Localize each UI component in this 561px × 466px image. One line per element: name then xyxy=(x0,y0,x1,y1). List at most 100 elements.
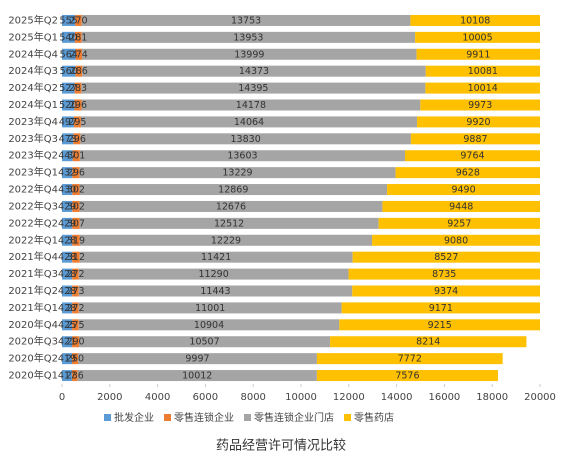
data-label: 272 xyxy=(66,269,84,280)
bar-segment xyxy=(62,268,73,280)
y-tick-label: 2022年Q2 xyxy=(8,216,58,229)
bar-segment xyxy=(79,251,353,263)
bar-segment xyxy=(352,285,540,297)
data-label: 275 xyxy=(66,320,84,331)
data-label: 447 xyxy=(58,151,76,162)
y-tick-label: 2022年Q4 xyxy=(8,183,58,196)
data-label: 13999 xyxy=(234,49,264,60)
bar-segment xyxy=(78,268,349,280)
data-label: 12676 xyxy=(216,201,246,212)
x-tick-label: 6000 xyxy=(193,392,218,403)
data-label: 13603 xyxy=(227,151,257,162)
bar-segment xyxy=(72,234,80,246)
y-tick-label: 2022年Q1 xyxy=(8,233,58,246)
y-tick-label: 2020年Q2 xyxy=(8,352,58,365)
bar-segment xyxy=(78,302,342,314)
x-tick-label: 4000 xyxy=(145,392,170,403)
bar-segment xyxy=(79,150,405,162)
data-label: 8214 xyxy=(416,337,440,348)
bar-segment xyxy=(341,302,540,314)
data-label: 9171 xyxy=(429,303,453,314)
data-label: 296 xyxy=(69,100,87,111)
legend-label: 零售连锁企业 xyxy=(174,411,234,424)
data-label: 296 xyxy=(68,134,86,145)
bar-segment xyxy=(72,285,79,297)
data-label: 11421 xyxy=(201,252,231,263)
bar-segment xyxy=(348,268,540,280)
bar-segment xyxy=(72,217,80,229)
bar-segment xyxy=(72,353,78,365)
bar-segment xyxy=(73,116,81,128)
legend-swatch xyxy=(344,414,351,421)
data-label: 428 xyxy=(58,235,76,246)
bar-segment xyxy=(82,65,426,77)
bar-segment xyxy=(425,65,540,77)
data-label: 13229 xyxy=(222,168,252,179)
bar-segment xyxy=(316,370,498,382)
data-label: 9257 xyxy=(447,218,471,229)
x-tick-label: 16000 xyxy=(428,392,460,403)
bar-segment xyxy=(62,319,73,331)
data-label: 295 xyxy=(68,117,86,128)
bar-segment xyxy=(75,48,83,60)
data-label: 7772 xyxy=(398,354,422,365)
bar-segment xyxy=(79,184,388,196)
bar-segment xyxy=(62,302,73,314)
x-tick-label: 0 xyxy=(59,392,65,403)
bar-segment xyxy=(62,234,73,246)
data-label: 283 xyxy=(69,83,87,94)
bar-segment xyxy=(77,370,317,382)
data-label: 428 xyxy=(58,286,76,297)
data-label: 312 xyxy=(67,252,85,263)
data-label: 425 xyxy=(58,320,76,331)
bar-segment xyxy=(62,370,72,382)
x-tick-label: 8000 xyxy=(240,392,265,403)
data-label: 12869 xyxy=(218,185,248,196)
data-label: 301 xyxy=(67,151,85,162)
bar-segment xyxy=(62,217,73,229)
bar-segment xyxy=(330,336,527,348)
legend-label: 零售连锁企业门店 xyxy=(254,411,334,424)
bar-segment xyxy=(410,133,540,145)
y-tick-label: 2023年Q3 xyxy=(8,132,58,145)
bar-segment xyxy=(78,319,340,331)
bar-segment xyxy=(387,184,540,196)
bar-segment xyxy=(415,31,540,43)
bar-segment xyxy=(378,217,540,229)
legend-swatch xyxy=(104,414,111,421)
data-label: 13830 xyxy=(231,134,261,145)
data-label: 302 xyxy=(67,185,85,196)
y-tick-label: 2024年Q4 xyxy=(8,47,58,60)
data-label: 290 xyxy=(66,337,84,348)
data-label: 540 xyxy=(59,32,77,43)
x-tick-label: 14000 xyxy=(381,392,413,403)
data-label: 10005 xyxy=(462,32,492,43)
data-label: 10108 xyxy=(460,15,490,26)
bar-segment xyxy=(420,99,540,111)
bar-segment xyxy=(81,31,416,43)
y-tick-label: 2021年Q3 xyxy=(8,267,58,280)
data-label: 9764 xyxy=(460,151,484,162)
data-label: 9628 xyxy=(456,168,480,179)
bar-segment xyxy=(75,65,83,77)
data-label: 520 xyxy=(59,100,77,111)
data-label: 8527 xyxy=(434,252,458,263)
data-label: 13753 xyxy=(231,15,261,26)
bar-segment xyxy=(62,251,73,263)
chart-title: 药品经营许可情况比较 xyxy=(216,439,346,454)
data-label: 281 xyxy=(69,32,87,43)
data-label: 417 xyxy=(58,371,76,382)
data-label: 12512 xyxy=(214,218,244,229)
data-label: 319 xyxy=(67,235,85,246)
data-label: 296 xyxy=(67,168,85,179)
data-label: 473 xyxy=(59,134,77,145)
data-label: 273 xyxy=(66,286,84,297)
y-tick-label: 2020年Q4 xyxy=(8,318,58,331)
bar-segment xyxy=(72,336,79,348)
bar-segment xyxy=(352,251,540,263)
y-tick-label: 2025年Q1 xyxy=(8,30,58,43)
data-label: 11443 xyxy=(200,286,230,297)
bar-segment xyxy=(81,99,421,111)
bar-segment xyxy=(62,353,73,365)
